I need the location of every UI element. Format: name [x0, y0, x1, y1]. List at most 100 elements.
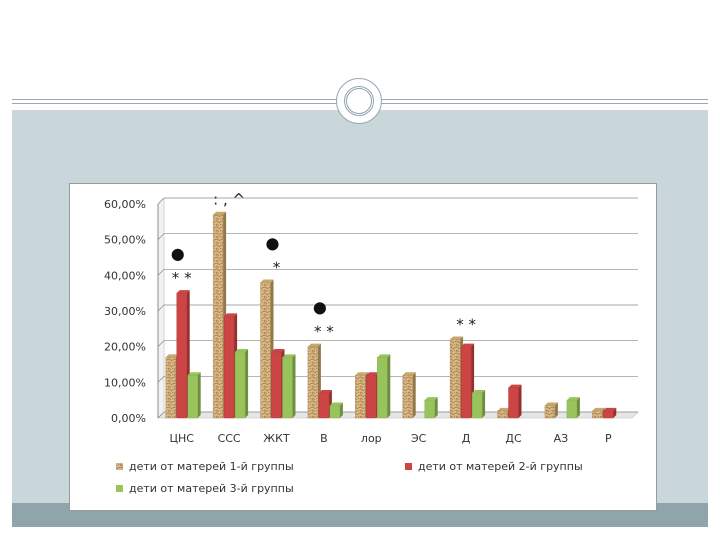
significance-dot-marker: ●: [313, 298, 327, 317]
legend-swatch: [405, 463, 412, 470]
bar-top: [544, 402, 558, 406]
bar-front: [318, 392, 330, 419]
bar-top: [461, 343, 475, 347]
bar-top: [165, 354, 179, 358]
bar-front: [282, 357, 293, 419]
bar-front: [603, 410, 614, 419]
bar-front: [460, 346, 472, 419]
bar-top: [497, 407, 511, 411]
y-gridline-depth: [157, 411, 165, 419]
bar-top: [472, 390, 486, 394]
bar-front: [176, 292, 187, 419]
y-tick-label: 20,00%: [104, 341, 146, 354]
bar: [603, 407, 617, 419]
x-tick-label: ЖКТ: [263, 432, 290, 445]
bar-top: [260, 279, 274, 283]
bar-front: [592, 410, 603, 419]
y-gridline-depth: [157, 197, 165, 205]
bar-front: [329, 405, 341, 419]
bar-top: [603, 407, 617, 411]
bar-top: [271, 349, 285, 353]
bar-side: [613, 407, 617, 418]
significance-dot-marker: ●: [171, 244, 185, 263]
legend-label: дети от матерей 3-й группы: [129, 482, 294, 495]
legend-swatch: [116, 485, 123, 492]
bar-front: [187, 374, 198, 419]
y-tick-label: 30,00%: [104, 305, 146, 318]
bar-front: [234, 351, 246, 419]
y-tick-label: 60,00%: [104, 198, 146, 211]
y-gridline-depth: [157, 269, 165, 276]
bar-front: [307, 346, 319, 419]
significance-annotation: : , ^: [213, 191, 245, 209]
bar-top: [213, 211, 227, 215]
bar-side: [197, 372, 201, 418]
bar: [566, 397, 580, 419]
y-tick-label: 50,00%: [104, 234, 146, 247]
bar-front: [471, 392, 483, 419]
y-gridline-depth: [157, 376, 165, 383]
y-tick-label: 40,00%: [104, 269, 146, 282]
bar-front: [497, 410, 508, 419]
bar-side: [292, 354, 296, 418]
bar: [187, 372, 201, 419]
bar-front: [377, 357, 388, 419]
bar-top: [592, 407, 606, 411]
significance-annotation: * *: [456, 316, 476, 334]
bar-front: [165, 357, 176, 419]
x-tick-label: ДС: [505, 432, 522, 445]
x-tick-label: лор: [361, 432, 382, 445]
bar-top: [187, 372, 201, 376]
bar-top: [402, 372, 416, 376]
bar-front: [355, 374, 366, 419]
x-tick-label: ССС: [218, 432, 241, 445]
bar: [544, 402, 558, 419]
bar-side: [518, 384, 522, 418]
bar-front: [366, 374, 377, 419]
significance-annotation: *: [273, 258, 281, 276]
bar-front: [566, 399, 578, 419]
bar-side: [554, 402, 558, 418]
y-tick-label: 0,00%: [111, 412, 146, 425]
bar-front: [271, 351, 282, 419]
x-tick-label: Р: [605, 432, 612, 445]
chart-container: 0,00% 10,00% 20,00% 30,00% 40,00% 50,00% 60,00…: [69, 183, 657, 511]
bar-front: [449, 339, 461, 419]
bar-side: [339, 402, 343, 418]
legend-label: дети от матерей 1-й группы: [129, 460, 294, 473]
y-gridline-depth: [157, 304, 165, 312]
bar: [234, 349, 249, 419]
x-tick-label: ЭС: [411, 432, 427, 445]
legend-swatch: [116, 463, 123, 470]
legend-item: дети от матерей 2-й группы: [405, 460, 583, 473]
bar-top: [235, 349, 249, 353]
bar: [329, 402, 343, 419]
circle-ornament-icon: [336, 78, 382, 124]
y-gridline-depth: [157, 233, 165, 240]
bar-side: [412, 372, 416, 418]
bar-front: [424, 399, 435, 419]
significance-annotation: * *: [314, 323, 334, 341]
bar-top: [307, 343, 321, 347]
bar-front: [544, 405, 556, 419]
bar: [508, 384, 522, 419]
significance-annotation: * *: [172, 269, 192, 287]
bar-side: [245, 349, 249, 418]
bar-top: [508, 384, 522, 388]
y-gridline-depth: [157, 340, 165, 347]
bar-top: [282, 354, 296, 358]
bar-top: [224, 313, 238, 317]
bar-side: [387, 354, 391, 418]
bar-top: [329, 402, 343, 406]
bar-top: [318, 390, 332, 394]
bar-top: [176, 290, 190, 294]
bar-top: [424, 397, 438, 401]
bar-side: [482, 390, 486, 418]
bar-front: [212, 214, 224, 419]
bar-front: [508, 387, 519, 419]
bar-top: [355, 372, 369, 376]
bar-top: [450, 336, 464, 340]
bar: [377, 354, 391, 419]
bar-top: [366, 372, 380, 376]
legend-label: дети от матерей 2-й группы: [418, 460, 583, 473]
